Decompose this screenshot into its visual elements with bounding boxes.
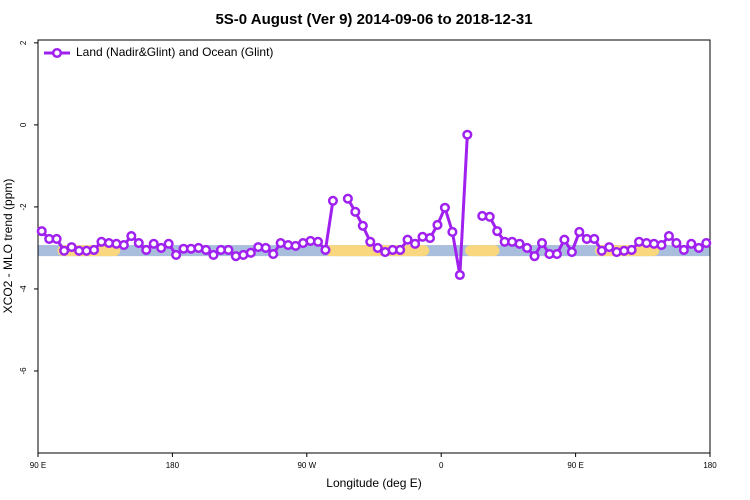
data-point <box>320 244 331 256</box>
data-point <box>559 234 570 245</box>
data-point <box>66 242 77 253</box>
data-point <box>208 249 219 260</box>
data-point <box>514 238 525 249</box>
data-point <box>245 247 256 258</box>
y-tick-label: -2 <box>19 203 28 211</box>
data-point <box>604 242 615 253</box>
data-point <box>350 206 361 217</box>
data-point <box>686 238 697 249</box>
data-point <box>522 242 533 253</box>
x-tick-label: 90 E <box>30 461 46 470</box>
data-point <box>118 240 129 251</box>
data-point <box>596 245 607 256</box>
data-point <box>424 233 436 244</box>
data-point <box>342 193 353 204</box>
data-point <box>36 226 47 237</box>
data-point <box>529 251 540 262</box>
data-point <box>454 269 465 281</box>
data-point <box>51 233 62 244</box>
data-point <box>678 244 689 256</box>
data-point <box>484 211 495 222</box>
y-tick-label: 0 <box>19 122 28 127</box>
legend-marker <box>51 47 63 59</box>
data-point <box>566 246 577 258</box>
data-point <box>589 233 600 244</box>
y-tick-label: -4 <box>19 285 28 293</box>
data-point <box>163 238 174 249</box>
plot-frame <box>37 39 711 454</box>
land-band <box>465 245 500 257</box>
x-tick-label: 0 <box>439 461 444 470</box>
x-tick-label: 180 <box>703 461 717 470</box>
data-point <box>663 230 674 242</box>
y-axis-label: XCO2 - MLO trend (ppm) <box>1 179 15 314</box>
y-tick-label: 2 <box>19 40 28 45</box>
data-point <box>59 245 70 256</box>
x-tick-label: 90 W <box>297 461 316 470</box>
data-point <box>492 226 503 237</box>
data-point <box>410 238 421 249</box>
data-point <box>357 220 368 231</box>
x-tick-label: 180 <box>166 461 180 470</box>
y-tick-label: -6 <box>19 367 28 375</box>
data-point <box>536 237 548 249</box>
data-point <box>693 242 704 253</box>
data-point <box>432 219 443 231</box>
data-point <box>200 244 212 256</box>
data-point <box>148 238 159 249</box>
data-point <box>656 240 667 251</box>
data-point <box>312 236 324 247</box>
data-point <box>268 249 279 260</box>
data-point <box>141 244 152 256</box>
data-point <box>327 195 338 206</box>
data-point <box>223 244 234 256</box>
data-point <box>260 242 271 253</box>
data-point <box>551 249 562 260</box>
data-point <box>126 230 137 242</box>
data-point <box>171 249 182 260</box>
data-point <box>156 242 167 253</box>
data-point <box>701 237 712 249</box>
x-tick-label: 90 E <box>567 461 583 470</box>
data-point <box>133 237 144 249</box>
data-point <box>88 244 100 256</box>
legend-label: Land (Nadir&Glint) and Ocean (Glint) <box>76 45 273 59</box>
data-point <box>447 226 458 237</box>
data-point <box>402 234 413 245</box>
data-point <box>439 202 450 213</box>
data-point <box>671 237 682 249</box>
data-point <box>395 244 406 256</box>
data-point <box>626 244 637 256</box>
x-axis-label: Longitude (deg E) <box>326 476 421 490</box>
data-point <box>365 236 376 247</box>
chart-title: 5S-0 August (Ver 9) 2014-09-06 to 2018-1… <box>215 11 532 28</box>
data-point <box>372 242 383 253</box>
data-point <box>462 129 473 140</box>
data-point <box>574 226 585 237</box>
